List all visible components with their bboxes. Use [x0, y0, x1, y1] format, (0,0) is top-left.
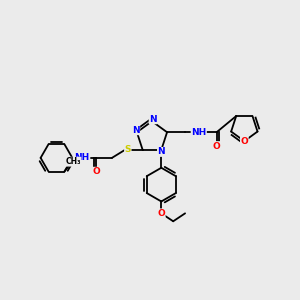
Text: N: N [158, 147, 165, 156]
Text: O: O [92, 167, 100, 176]
Text: CH₃: CH₃ [66, 157, 81, 166]
Text: NH: NH [191, 128, 206, 137]
Text: N: N [132, 126, 140, 135]
Text: O: O [158, 209, 165, 218]
Text: O: O [241, 136, 248, 146]
Text: O: O [213, 142, 220, 151]
Text: S: S [124, 146, 131, 154]
Text: N: N [149, 115, 157, 124]
Text: NH: NH [75, 153, 90, 162]
